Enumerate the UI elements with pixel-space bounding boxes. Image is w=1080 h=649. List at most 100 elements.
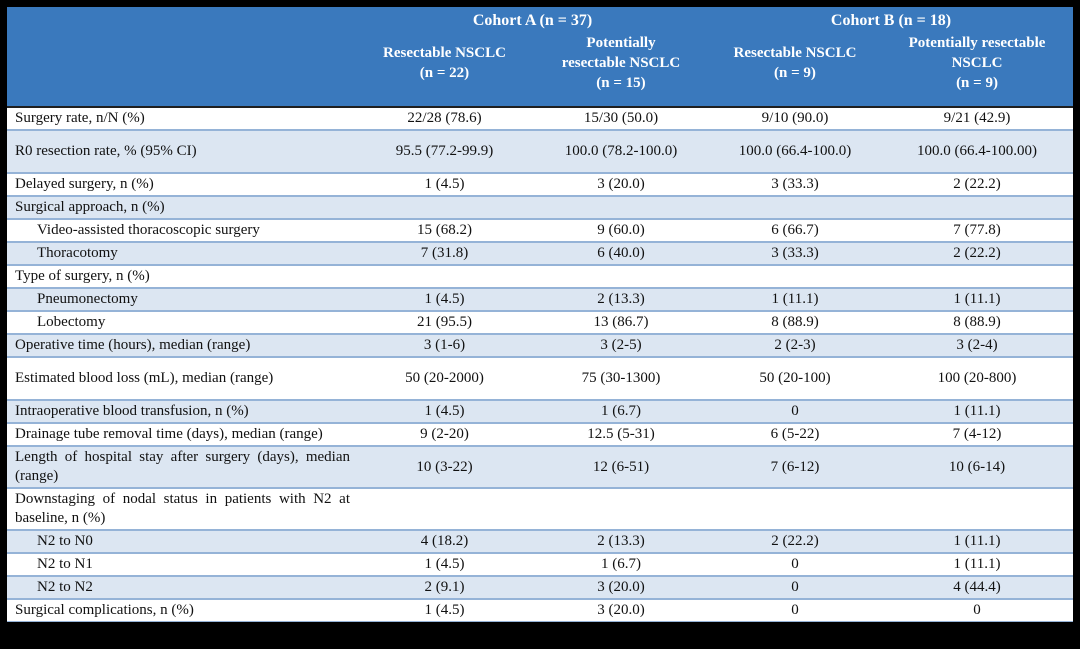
row-label: N2 to N0	[7, 529, 356, 553]
cell-value: 3 (2-4)	[881, 333, 1074, 357]
cell-value: 0	[709, 598, 881, 622]
cell-value: 1 (11.1)	[881, 529, 1074, 553]
table-row: N2 to N0 4 (18.2) 2 (13.3) 2 (22.2) 1 (11.1)	[7, 529, 1074, 553]
cell-value: 1 (11.1)	[881, 287, 1074, 311]
cell-value: 2 (22.2)	[709, 529, 881, 553]
cell-value: 13 (86.7)	[533, 310, 709, 334]
cell-value: 3 (20.0)	[533, 598, 709, 622]
cell-value: 1 (11.1)	[881, 399, 1074, 423]
cell-value: 6 (66.7)	[709, 218, 881, 242]
cell-value: 9/21 (42.9)	[881, 106, 1074, 130]
table-row: Surgery rate, n/N (%) 22/28 (78.6) 15/30 (…	[7, 106, 1074, 130]
cell-value	[533, 264, 709, 288]
cell-value: 1 (4.5)	[356, 287, 533, 311]
cell-value: 75 (30-1300)	[533, 356, 709, 400]
cell-value: 3 (20.0)	[533, 172, 709, 196]
cell-value: 2 (9.1)	[356, 575, 533, 599]
table-row: Operative time (hours), median (range) 3 …	[7, 333, 1074, 357]
table-row: Intraoperative blood transfusion, n (%) 1…	[7, 399, 1074, 423]
cell-value: 8 (88.9)	[709, 310, 881, 334]
column-header-row: Resectable NSCLC (n = 22) Potentially res…	[7, 32, 1074, 107]
row-label: Surgical complications, n (%)	[7, 598, 356, 622]
cell-value	[881, 264, 1074, 288]
column-header: Resectable NSCLC (n = 22)	[356, 32, 533, 107]
cell-value: 1 (4.5)	[356, 172, 533, 196]
table-row: R0 resection rate, % (95% CI) 95.5 (77.2-…	[7, 129, 1074, 173]
cell-value: 2 (13.3)	[533, 287, 709, 311]
table-row: Video-assisted thoracoscopic surgery 15 (…	[7, 218, 1074, 242]
cell-value: 22/28 (78.6)	[356, 106, 533, 130]
cell-value: 2 (2-3)	[709, 333, 881, 357]
cell-value: 1 (6.7)	[533, 399, 709, 423]
cell-value: 15 (68.2)	[356, 218, 533, 242]
cell-value	[709, 264, 881, 288]
cell-value	[881, 487, 1074, 530]
table-row: Surgical approach, n (%)	[7, 195, 1074, 219]
row-label: Thoracotomy	[7, 241, 356, 265]
row-label: Drainage tube removal time (days), media…	[7, 422, 356, 446]
surgical-outcomes-table: Cohort A (n = 37) Cohort B (n = 18) Rese…	[7, 7, 1074, 622]
cell-value: 10 (6-14)	[881, 445, 1074, 488]
row-label: Lobectomy	[7, 310, 356, 334]
table-row: Estimated blood loss (mL), median (range…	[7, 356, 1074, 400]
cell-value: 3 (1-6)	[356, 333, 533, 357]
cell-value: 6 (5-22)	[709, 422, 881, 446]
cell-value: 1 (4.5)	[356, 552, 533, 576]
cell-value: 9 (60.0)	[533, 218, 709, 242]
cell-value: 2 (22.2)	[881, 241, 1074, 265]
cell-value: 1 (11.1)	[881, 552, 1074, 576]
table-body: Surgery rate, n/N (%) 22/28 (78.6) 15/30 (…	[7, 106, 1074, 622]
row-label: Pneumonectomy	[7, 287, 356, 311]
row-label: Delayed surgery, n (%)	[7, 172, 356, 196]
row-label: N2 to N1	[7, 552, 356, 576]
row-label: Estimated blood loss (mL), median (range…	[7, 356, 356, 400]
cell-value: 2 (22.2)	[881, 172, 1074, 196]
row-label: Type of surgery, n (%)	[7, 264, 356, 288]
table-row: Length of hospital stay after surgery (d…	[7, 445, 1074, 488]
table-row: Surgical complications, n (%) 1 (4.5) 3 (2…	[7, 598, 1074, 622]
table-row: Delayed surgery, n (%) 1 (4.5) 3 (20.0) 3 (…	[7, 172, 1074, 196]
cell-value: 100.0 (66.4-100.00)	[881, 129, 1074, 173]
cell-value	[356, 487, 533, 530]
table-row: Drainage tube removal time (days), media…	[7, 422, 1074, 446]
row-label: Intraoperative blood transfusion, n (%)	[7, 399, 356, 423]
table-row: N2 to N1 1 (4.5) 1 (6.7) 0 1 (11.1)	[7, 552, 1074, 576]
cell-value: 95.5 (77.2-99.9)	[356, 129, 533, 173]
cell-value: 2 (13.3)	[533, 529, 709, 553]
table-row: Lobectomy 21 (95.5) 13 (86.7) 8 (88.9) 8 (88…	[7, 310, 1074, 334]
row-label: N2 to N2	[7, 575, 356, 599]
table-row: Pneumonectomy 1 (4.5) 2 (13.3) 1 (11.1) 1 (1…	[7, 287, 1074, 311]
cell-value: 8 (88.9)	[881, 310, 1074, 334]
cell-value: 3 (20.0)	[533, 575, 709, 599]
row-label: Length of hospital stay after surgery (d…	[7, 445, 356, 488]
cell-value: 10 (3-22)	[356, 445, 533, 488]
cell-value: 100 (20-800)	[881, 356, 1074, 400]
cell-value: 50 (20-2000)	[356, 356, 533, 400]
cell-value: 9/10 (90.0)	[709, 106, 881, 130]
cell-value: 0	[709, 399, 881, 423]
header-empty-cell	[7, 32, 356, 107]
row-label: Video-assisted thoracoscopic surgery	[7, 218, 356, 242]
cohort-b-header: Cohort B (n = 18)	[709, 7, 1074, 32]
cell-value	[533, 195, 709, 219]
table-row: Downstaging of nodal status in patients …	[7, 487, 1074, 530]
column-header: Potentially resectable NSCLC (n = 9)	[881, 32, 1074, 107]
row-label: Surgical approach, n (%)	[7, 195, 356, 219]
cell-value: 0	[709, 575, 881, 599]
row-label: Surgery rate, n/N (%)	[7, 106, 356, 130]
cell-value	[709, 195, 881, 219]
cell-value: 3 (2-5)	[533, 333, 709, 357]
cohort-a-header: Cohort A (n = 37)	[356, 7, 709, 32]
cell-value: 1 (11.1)	[709, 287, 881, 311]
cell-value	[881, 195, 1074, 219]
cell-value: 7 (77.8)	[881, 218, 1074, 242]
table-row: N2 to N2 2 (9.1) 3 (20.0) 0 4 (44.4)	[7, 575, 1074, 599]
cell-value: 100.0 (78.2-100.0)	[533, 129, 709, 173]
cell-value: 4 (44.4)	[881, 575, 1074, 599]
cell-value: 6 (40.0)	[533, 241, 709, 265]
column-header: Resectable NSCLC (n = 9)	[709, 32, 881, 107]
row-label: Operative time (hours), median (range)	[7, 333, 356, 357]
cohort-group-row: Cohort A (n = 37) Cohort B (n = 18)	[7, 7, 1074, 32]
header-empty-cell	[7, 7, 356, 32]
